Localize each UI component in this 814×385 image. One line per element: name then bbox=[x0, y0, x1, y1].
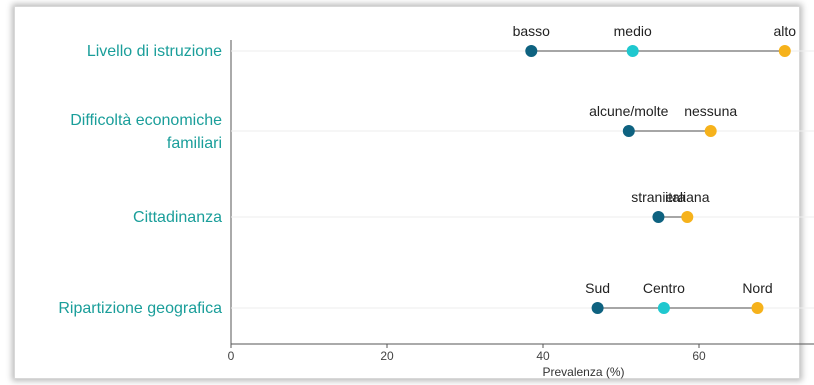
data-point bbox=[525, 45, 538, 57]
category-label: Livello di istruzione bbox=[87, 43, 222, 60]
point-label: Centro bbox=[643, 280, 685, 296]
data-point bbox=[652, 211, 665, 223]
x-tick-label: 20 bbox=[380, 349, 394, 363]
point-label: alcune/molte bbox=[589, 103, 669, 119]
point-label: nessuna bbox=[684, 103, 737, 119]
data-point bbox=[778, 45, 791, 57]
data-point bbox=[751, 302, 764, 314]
category-label: Difficoltà economiche bbox=[70, 112, 222, 129]
category-label: familiari bbox=[167, 135, 222, 152]
x-tick-label: 60 bbox=[692, 349, 706, 363]
x-tick-label: 40 bbox=[536, 349, 550, 363]
category-label: Cittadinanza bbox=[133, 209, 222, 226]
data-point bbox=[591, 302, 604, 314]
point-label: Nord bbox=[742, 280, 772, 296]
point-label: italiana bbox=[665, 189, 710, 205]
point-label: Sud bbox=[585, 280, 610, 296]
data-point bbox=[626, 45, 639, 57]
data-point bbox=[657, 302, 670, 314]
point-label: basso bbox=[513, 23, 551, 39]
x-tick-label: 0 bbox=[228, 349, 235, 363]
category-label: Ripartizione geografica bbox=[58, 300, 222, 317]
point-label: alto bbox=[774, 23, 797, 39]
point-label: straniera bbox=[631, 189, 686, 205]
data-point bbox=[704, 125, 717, 137]
data-point bbox=[622, 125, 635, 137]
x-axis-label: Prevalenza (%) bbox=[542, 365, 624, 379]
chart-frame bbox=[14, 6, 800, 379]
data-point bbox=[681, 211, 694, 223]
point-label: medio bbox=[614, 23, 652, 39]
